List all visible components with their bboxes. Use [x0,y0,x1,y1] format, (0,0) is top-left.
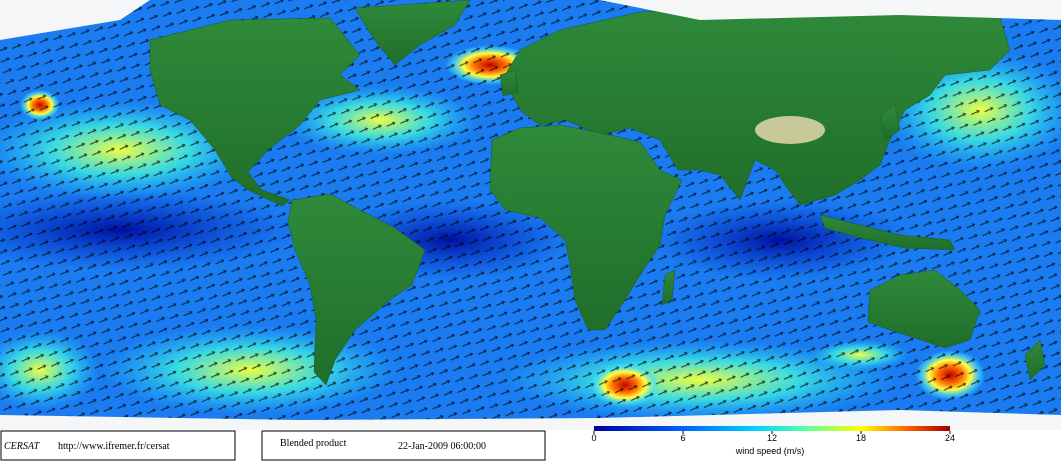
uk [499,69,519,97]
land [149,0,1046,386]
product: Blended product [280,438,347,449]
colorbar-tick-label: 6 [680,433,685,443]
url[interactable]: http://www.ifremer.fr/cersat [58,441,170,452]
colorbar-tick-label: 12 [767,433,777,443]
colorbar-tick-label: 0 [591,433,596,443]
tibetan-plateau [755,116,825,144]
colorbar-ticks: 0 6 12 18 24 [591,431,955,443]
australia [867,269,981,349]
antarctic-ice [0,410,1061,430]
colorbar-tick-label: 24 [945,433,955,443]
japan [879,104,901,141]
colorbar [594,426,950,431]
greenland [354,0,471,66]
south-america [287,193,426,386]
logo: CERSAT [4,441,41,452]
new-zealand [1024,339,1046,381]
africa [489,124,683,331]
madagascar [661,269,676,306]
ice [0,0,1061,430]
footer: CERSAT http://www.ifremer.fr/cersat Blen… [0,426,1061,462]
logo-box [0,430,236,461]
info-box [261,430,546,461]
colorbar-tick-label: 18 [856,433,866,443]
arctic-ice [600,0,1061,20]
timestamp: 22-Jan-2009 06:00:00 [398,441,486,452]
north-america [149,17,361,207]
arctic-ice [0,0,150,40]
indonesia [819,214,956,251]
colorbar-label: wind speed (m/s) [735,446,805,456]
